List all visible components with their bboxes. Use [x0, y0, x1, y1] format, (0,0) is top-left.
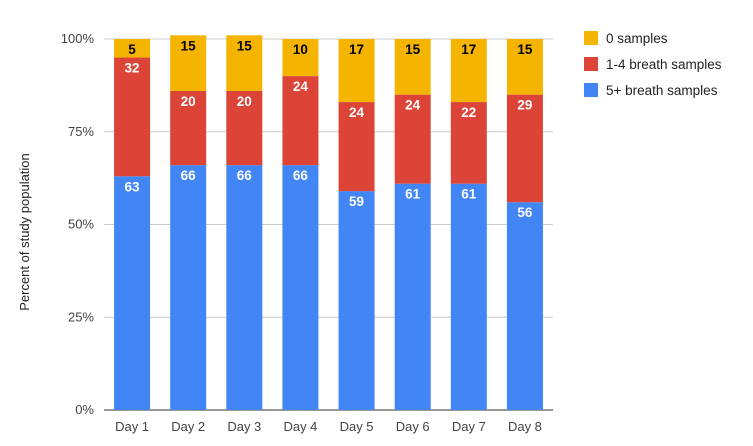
y-tick-label: 25% [68, 309, 94, 324]
bar-segment [170, 165, 207, 410]
bar-value-label: 5 [128, 42, 136, 57]
legend: 0 samples 1-4 breath samples 5+ breath sam… [584, 31, 722, 98]
bar-segment [338, 191, 375, 410]
bar-segment [450, 183, 487, 410]
bar-segment [226, 90, 263, 166]
bar-segment [114, 57, 151, 177]
bar-segment [114, 176, 151, 410]
bar-segment [450, 102, 487, 184]
bar-value-label: 29 [517, 98, 532, 113]
bar-value-label: 32 [125, 61, 140, 76]
bar-value-label: 66 [181, 168, 197, 183]
x-tick-label: Day 1 [115, 419, 149, 434]
bar-value-label: 17 [461, 42, 476, 57]
bar-segment [338, 102, 375, 192]
bars [114, 35, 543, 410]
bar-segment [394, 94, 431, 184]
legend-swatch [584, 57, 598, 71]
bar-segment [226, 35, 263, 91]
x-tick-label: Day 4 [283, 419, 317, 434]
bar-value-label: 15 [517, 42, 533, 57]
legend-label: 5+ breath samples [606, 83, 718, 98]
x-tick-label: Day 7 [452, 419, 486, 434]
legend-swatch [584, 31, 598, 45]
y-tick-label: 100% [61, 31, 95, 46]
bar-value-label: 63 [125, 179, 141, 194]
x-tick-label: Day 3 [227, 419, 261, 434]
y-tick-label: 50% [68, 217, 94, 232]
bar-value-label: 20 [181, 94, 196, 109]
bar-value-label: 15 [181, 38, 197, 53]
y-axis-title: Percent of study population [17, 153, 32, 311]
x-tick-label: Day 6 [396, 419, 430, 434]
bar-segment [394, 183, 431, 410]
bar-value-label: 56 [517, 205, 533, 220]
bar-value-label: 15 [237, 38, 253, 53]
x-axis: Day 1 Day 2 Day 3 Day 4 Day 5 Day 6 Day 7 Day 8 [115, 419, 542, 434]
x-tick-label: Day 2 [171, 419, 205, 434]
bar-value-label: 61 [461, 187, 477, 202]
legend-swatch [584, 83, 598, 97]
bar-value-labels: 63 32 5 66 20 15 66 20 15 66 24 10 59 24 17 61 24 15 61 22 1… [125, 38, 533, 220]
bar-segment [170, 35, 207, 91]
bar-segment [506, 94, 543, 203]
bar-value-label: 61 [405, 187, 421, 202]
bar-segment [394, 39, 431, 95]
x-tick-label: Day 5 [340, 419, 374, 434]
bar-value-label: 24 [349, 105, 365, 120]
x-tick-label: Day 8 [508, 419, 542, 434]
legend-label: 0 samples [606, 31, 668, 46]
bar-segment [338, 39, 375, 103]
bar-value-label: 22 [461, 105, 476, 120]
bar-segment [282, 39, 319, 77]
bar-segment [226, 165, 263, 410]
y-tick-label: 75% [68, 124, 94, 139]
bar-value-label: 59 [349, 194, 364, 209]
y-tick-label: 0% [75, 402, 94, 417]
bar-value-label: 24 [405, 98, 421, 113]
bar-segment [170, 90, 207, 166]
bar-segment [282, 76, 319, 166]
bar-value-label: 66 [293, 168, 309, 183]
bar-value-label: 17 [349, 42, 364, 57]
bar-segment [282, 165, 319, 410]
bar-value-label: 15 [405, 42, 421, 57]
bar-segment [506, 39, 543, 95]
bar-value-label: 24 [293, 79, 309, 94]
bar-value-label: 20 [237, 94, 252, 109]
bar-value-label: 66 [237, 168, 253, 183]
bar-segment [450, 39, 487, 103]
y-axis: 0% 25% 50% 75% 100% [61, 31, 95, 417]
bar-segment [114, 39, 151, 58]
bar-segment [506, 202, 543, 410]
bar-value-label: 10 [293, 42, 308, 57]
legend-label: 1-4 breath samples [606, 57, 722, 72]
